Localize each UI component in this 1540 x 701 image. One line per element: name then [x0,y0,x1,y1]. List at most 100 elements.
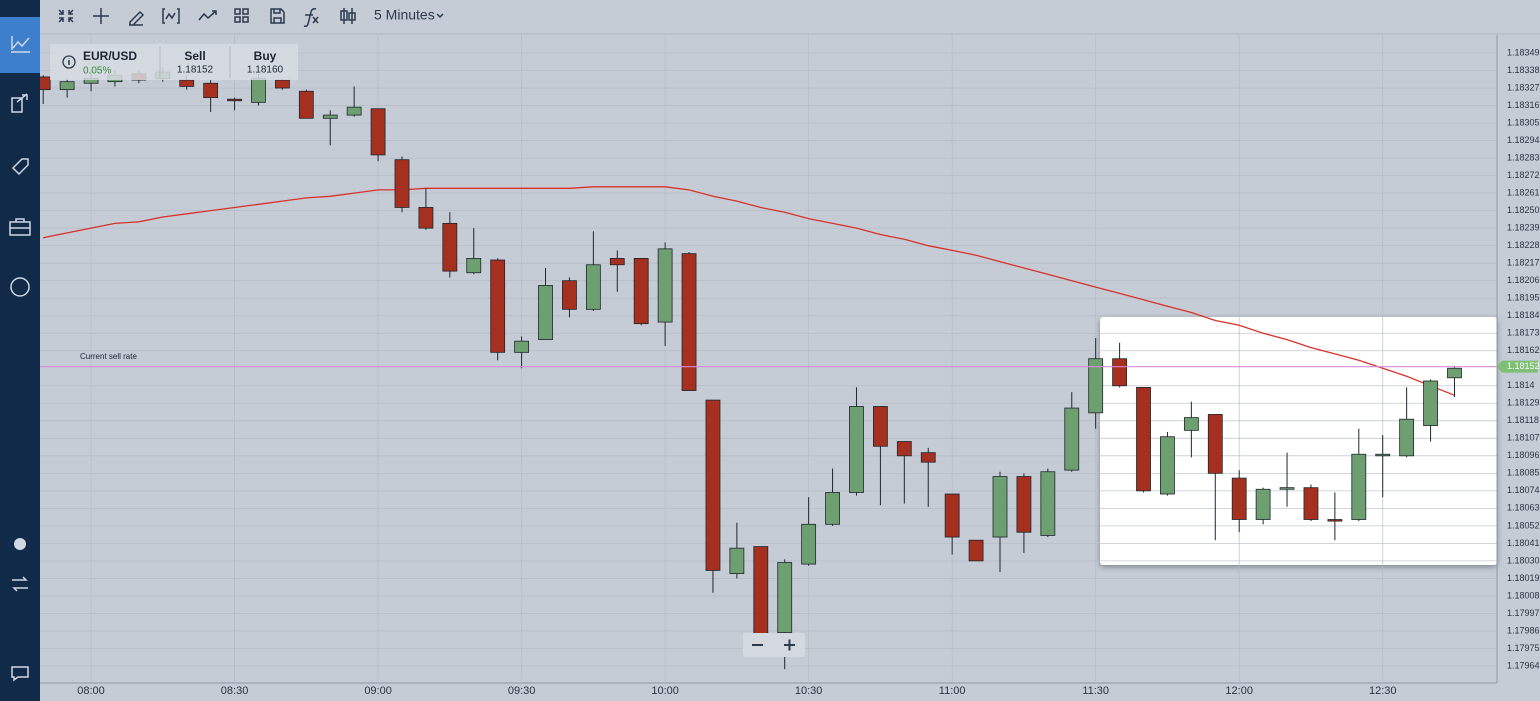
y-tick-label: 1.18041 [1507,538,1540,548]
x-tick-label: 09:30 [508,685,536,697]
candle-body [657,248,673,323]
theme-toggle[interactable] [14,538,26,550]
x-tick-label: 10:00 [651,685,679,697]
current-rate-value: 1.18152 [1507,361,1540,371]
candle-body [1207,414,1223,474]
chat-tab[interactable] [11,666,29,682]
candle-body [1447,367,1462,379]
layout-icon[interactable] [234,8,249,23]
portfolio-tab[interactable] [9,218,31,236]
candle-body [322,114,338,119]
function-icon[interactable] [303,8,319,27]
zoom-controls [743,633,805,657]
candle-body [825,492,840,525]
candle-type-icon[interactable] [340,8,356,24]
y-tick-label: 1.18129 [1507,398,1540,408]
y-tick-label: 1.18008 [1507,590,1540,600]
candle-body [394,159,410,208]
sidebar-background [0,0,40,701]
collapse-icon[interactable] [58,9,74,23]
y-tick-label: 1.18283 [1507,152,1540,162]
trend-icon[interactable] [198,10,217,21]
highlight-area [1100,317,1497,565]
y-tick-label: 1.17964 [1507,660,1540,670]
interval-selector[interactable]: 5 Minutes [374,7,435,23]
y-tick-label: 1.18338 [1507,65,1540,75]
x-tick-label: 08:30 [221,685,249,697]
candle-body [968,539,984,562]
candle-body [1040,471,1056,536]
candle-body [442,222,458,272]
x-tick-label: 11:00 [939,685,966,697]
symbol: EUR/USD [83,49,137,63]
x-tick-label: 11:30 [1082,685,1109,697]
y-tick-label: 1.18195 [1507,293,1540,303]
candle-body [1183,417,1199,431]
candle-body [896,441,912,457]
current-rate-label: Current sell rate [80,352,137,361]
candle-body [418,207,434,229]
change: 0.05% [83,66,111,77]
candle-body [1112,358,1127,387]
y-tick-label: 1.18096 [1507,450,1540,460]
chart-tab[interactable] [11,36,30,53]
plot: 1.18349 1.18338 1.18327 1.18316 1.18305 1.182… [35,35,1540,697]
candle-body [1303,487,1319,520]
y-tick-label: 1.18305 [1507,117,1540,127]
y-tick-label: 1.18063 [1507,503,1540,513]
instrument-panel: EUR/USD 0.05% Sell 1.18152 Buy 1.18160 [50,44,298,80]
info-icon[interactable] [62,55,76,69]
trade-tab[interactable] [11,93,28,113]
candle-body [729,547,745,575]
candle-body [227,98,242,102]
candle-body [992,476,1008,538]
y-tick-label: 1.18118 [1507,415,1539,425]
y-tick-label: 1.18206 [1507,275,1540,285]
buy-label[interactable]: Buy [254,49,277,63]
y-tick-label: 1.18030 [1507,555,1540,565]
draw-icon[interactable] [129,10,145,26]
y-tick-label: 1.17975 [1507,643,1540,653]
candle-body [681,253,697,391]
zoom-in[interactable] [784,639,795,651]
save-icon[interactable] [270,8,285,24]
candle-body [203,82,219,98]
candle-body [873,406,888,447]
sell-price[interactable]: 1.18152 [177,65,214,76]
zoom-background [743,633,805,657]
y-tick-label: 1.18316 [1507,100,1540,110]
dropdown-arrow[interactable] [436,13,444,19]
y-tick-label: 1.18107 [1507,433,1540,443]
candle-body [370,108,386,156]
switch-tab[interactable] [12,576,28,592]
candle-body [346,106,362,116]
funds-tab[interactable] [10,277,30,297]
y-tick-label: 1.18074 [1507,485,1540,495]
candle-body [753,546,769,637]
x-tick-label: 08:00 [77,685,105,697]
y-tick-label: 1.18349 [1507,47,1540,57]
indicator-icon[interactable] [162,8,180,24]
sidebar [0,0,40,701]
tags-tab[interactable] [11,158,29,176]
candle-body [944,493,960,538]
y-tick-label: 1.18019 [1507,573,1540,583]
buy-price[interactable]: 1.18160 [247,65,284,76]
candle-body [1088,358,1104,414]
candle-body [298,90,314,119]
candle-body [490,259,506,353]
candle-body [1327,519,1343,522]
y-tick-label: 1.18052 [1507,520,1540,530]
sell-label[interactable]: Sell [184,49,205,63]
candle-body [251,78,266,103]
toolbar: 5 Minutes [40,7,1540,35]
candle-body [538,285,553,340]
candle-body [585,264,601,310]
y-tick-label: 1.18294 [1507,135,1540,145]
candle-body [562,280,577,310]
crosshair-icon[interactable] [93,8,109,24]
y-tick-label: 1.18228 [1507,240,1540,250]
y-tick-label: 1.18239 [1507,223,1540,233]
candle-body [1016,476,1032,533]
y-tick-label: 1.18250 [1507,205,1540,215]
